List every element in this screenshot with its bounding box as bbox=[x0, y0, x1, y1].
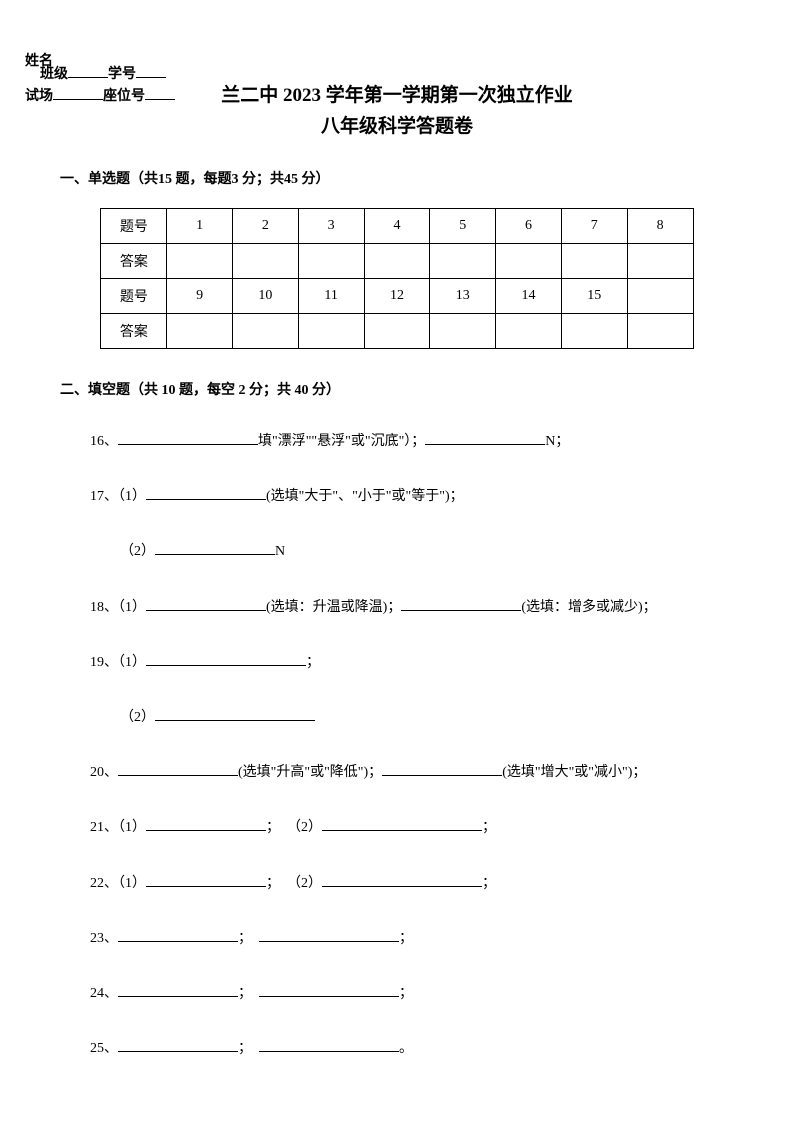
cell-empty bbox=[627, 314, 693, 349]
table-row: 答案 bbox=[101, 314, 693, 349]
cell-ans[interactable] bbox=[233, 244, 299, 279]
section2-header: 二、填空题（共 10 题，每空 2 分；共 40 分） bbox=[60, 379, 734, 399]
cell-num: 4 bbox=[364, 209, 430, 244]
q-num: 25、 bbox=[90, 1041, 118, 1056]
q-part: （2） bbox=[287, 876, 322, 891]
q-part: （1） bbox=[118, 489, 146, 504]
sub-title: 八年级科学答题卷 bbox=[60, 111, 734, 138]
q-part: （2） bbox=[287, 820, 322, 835]
q-part: （1） bbox=[118, 820, 146, 835]
row-label: 题号 bbox=[101, 209, 167, 244]
table-row: 答案 bbox=[101, 244, 693, 279]
cell-empty bbox=[627, 279, 693, 314]
q-part: （2） bbox=[120, 710, 155, 725]
q-suffix: N bbox=[275, 544, 285, 559]
q22: 22、（1）； （2）； bbox=[90, 871, 734, 896]
q-hint: (选填"升高"或"降低")； bbox=[238, 765, 382, 780]
q20: 20、 (选填"升高"或"降低")； (选填"增大"或"减小")； bbox=[90, 760, 734, 785]
cell-num: 3 bbox=[298, 209, 364, 244]
label-student-id: 学号 bbox=[108, 65, 136, 85]
cell-num: 12 bbox=[364, 279, 430, 314]
cell-num: 14 bbox=[496, 279, 562, 314]
row-label: 答案 bbox=[101, 314, 167, 349]
q18: 18、（1） (选填：升温或降温)； (选填：增多或减少)； bbox=[90, 595, 734, 620]
q-part: （1） bbox=[118, 655, 146, 670]
q-num: 22、 bbox=[90, 876, 118, 891]
cell-ans[interactable] bbox=[561, 244, 627, 279]
cell-num: 7 bbox=[561, 209, 627, 244]
q19-2: （2） bbox=[120, 705, 734, 730]
q-num: 16、 bbox=[90, 434, 118, 449]
cell-ans[interactable] bbox=[430, 314, 496, 349]
q24: 24、； ； bbox=[90, 981, 734, 1006]
q-num: 19、 bbox=[90, 655, 118, 670]
cell-ans[interactable] bbox=[627, 244, 693, 279]
q-hint: 填"漂浮""悬浮"或"沉底"）； bbox=[258, 434, 425, 449]
q-part: （2） bbox=[120, 544, 155, 559]
answer-table: 题号 1 2 3 4 5 6 7 8 答案 题号 9 10 11 12 13 1… bbox=[100, 208, 693, 349]
student-info-header: 姓名 班级 学号 试场 座位号 bbox=[25, 52, 175, 107]
q-hint: (选填：增多或减少)； bbox=[521, 600, 656, 615]
q-part: （1） bbox=[118, 600, 146, 615]
table-row: 题号 9 10 11 12 13 14 15 bbox=[101, 279, 693, 314]
q16: 16、 填"漂浮""悬浮"或"沉底"）； N； bbox=[90, 429, 734, 454]
q-num: 24、 bbox=[90, 986, 118, 1001]
cell-num: 11 bbox=[298, 279, 364, 314]
q25: 25、； 。 bbox=[90, 1036, 734, 1061]
q-suffix: N； bbox=[545, 434, 569, 449]
cell-num: 5 bbox=[430, 209, 496, 244]
main-title: 兰二中 2023 学年第一学期第一次独立作业 bbox=[221, 80, 573, 107]
q-num: 18、 bbox=[90, 600, 118, 615]
cell-ans[interactable] bbox=[561, 314, 627, 349]
cell-num: 9 bbox=[167, 279, 233, 314]
q19-1: 19、（1）； bbox=[90, 650, 734, 675]
q-part: （1） bbox=[118, 876, 146, 891]
cell-ans[interactable] bbox=[364, 244, 430, 279]
cell-ans[interactable] bbox=[364, 314, 430, 349]
q-hint: (选填"增大"或"减小")； bbox=[502, 765, 646, 780]
q-num: 23、 bbox=[90, 931, 118, 946]
cell-ans[interactable] bbox=[167, 314, 233, 349]
q-hint: (选填"大于"、"小于"或"等于")； bbox=[266, 489, 464, 504]
cell-ans[interactable] bbox=[233, 314, 299, 349]
q21: 21、（1）； （2）； bbox=[90, 815, 734, 840]
table-row: 题号 1 2 3 4 5 6 7 8 bbox=[101, 209, 693, 244]
cell-num: 15 bbox=[561, 279, 627, 314]
cell-ans[interactable] bbox=[430, 244, 496, 279]
q23: 23、； ； bbox=[90, 926, 734, 951]
row-label: 答案 bbox=[101, 244, 167, 279]
cell-num: 10 bbox=[233, 279, 299, 314]
label-exam-room: 试场 bbox=[25, 87, 53, 107]
q17-1: 17、（1） (选填"大于"、"小于"或"等于")； bbox=[90, 484, 734, 509]
cell-num: 13 bbox=[430, 279, 496, 314]
cell-num: 2 bbox=[233, 209, 299, 244]
cell-ans[interactable] bbox=[167, 244, 233, 279]
cell-ans[interactable] bbox=[298, 314, 364, 349]
cell-ans[interactable] bbox=[496, 244, 562, 279]
q-num: 17、 bbox=[90, 489, 118, 504]
row-label: 题号 bbox=[101, 279, 167, 314]
cell-num: 8 bbox=[627, 209, 693, 244]
cell-ans[interactable] bbox=[298, 244, 364, 279]
label-class: 班级 bbox=[40, 65, 68, 85]
label-seat: 座位号 bbox=[103, 87, 145, 107]
cell-num: 1 bbox=[167, 209, 233, 244]
section1-header: 一、单选题（共15 题，每题3 分；共45 分） bbox=[60, 168, 734, 188]
cell-num: 6 bbox=[496, 209, 562, 244]
cell-ans[interactable] bbox=[496, 314, 562, 349]
q-num: 20、 bbox=[90, 765, 118, 780]
q17-2: （2） N bbox=[120, 539, 734, 564]
q-hint: (选填：升温或降温)； bbox=[266, 600, 401, 615]
q-num: 21、 bbox=[90, 820, 118, 835]
